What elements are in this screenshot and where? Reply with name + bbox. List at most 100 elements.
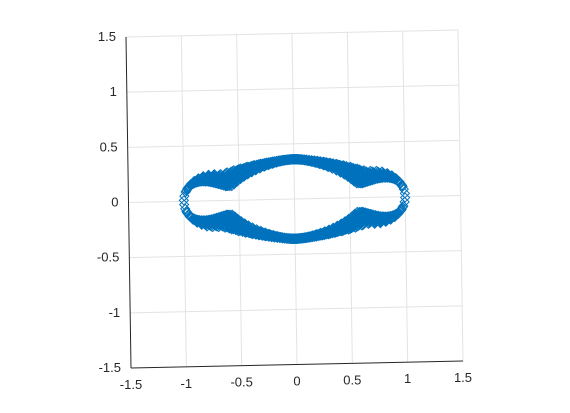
data-point	[375, 217, 386, 229]
data-point	[343, 161, 355, 173]
y-grid-line	[126, 84, 459, 93]
data-point	[250, 229, 262, 240]
data-point	[267, 156, 279, 167]
data-point	[248, 159, 260, 171]
data-point	[295, 233, 306, 244]
data-point	[182, 182, 193, 194]
data-point	[309, 155, 320, 166]
data-point	[390, 172, 402, 184]
data-point	[323, 229, 334, 240]
data-point	[228, 223, 239, 235]
data-point	[213, 221, 224, 233]
data-point	[181, 207, 193, 219]
data-point	[333, 226, 344, 237]
data-point	[240, 227, 251, 238]
y-tick-label: 0.5	[100, 139, 118, 154]
data-point	[291, 154, 303, 165]
data-point	[394, 176, 405, 187]
data-point	[356, 165, 367, 176]
data-point	[386, 170, 398, 181]
x-tick-labels: -1.5 -1 -0.5 0 0.5 1 1.5	[120, 370, 472, 392]
data-point	[385, 214, 396, 225]
y-tick-label: -1.5	[99, 360, 121, 375]
data-point	[221, 167, 233, 178]
data-point	[255, 158, 266, 169]
data-point	[283, 154, 294, 165]
frame-line	[125, 29, 459, 38]
data-point	[352, 164, 363, 176]
data-point	[301, 154, 312, 165]
data-point	[396, 204, 407, 216]
data-point	[327, 227, 338, 239]
data-point	[369, 218, 380, 229]
data-point	[362, 167, 374, 178]
data-point	[217, 221, 229, 232]
x-axis-line	[130, 360, 464, 369]
data-point	[203, 169, 214, 181]
data-points	[178, 154, 411, 244]
data-point	[234, 225, 246, 237]
data-point	[219, 222, 231, 233]
data-point	[241, 161, 253, 172]
data-point	[235, 163, 246, 174]
axes	[125, 36, 464, 369]
data-point	[193, 173, 204, 184]
data-point	[330, 159, 342, 170]
y-tick-label: 1	[110, 84, 117, 99]
frame-line	[457, 29, 464, 362]
data-point	[286, 233, 298, 244]
data-point	[331, 227, 343, 238]
data-point	[303, 154, 315, 166]
data-point	[253, 229, 264, 241]
data-point	[191, 217, 203, 228]
data-point	[300, 232, 311, 244]
x-tick-label: 0.5	[343, 372, 361, 387]
data-point	[393, 208, 404, 219]
data-point	[307, 231, 318, 243]
data-point	[399, 192, 411, 203]
data-point	[287, 154, 298, 165]
data-point	[178, 195, 190, 206]
data-point	[291, 233, 302, 244]
data-point	[226, 224, 237, 235]
data-point	[399, 196, 410, 208]
data-point	[244, 228, 255, 239]
data-point	[376, 166, 388, 177]
data-point	[325, 228, 336, 239]
data-point	[279, 233, 291, 244]
data-point	[246, 228, 258, 240]
data-point	[273, 155, 284, 166]
data-point	[180, 186, 191, 198]
data-point	[337, 160, 348, 171]
data-point	[296, 154, 307, 165]
data-point	[329, 159, 341, 170]
data-point	[306, 155, 317, 166]
data-point	[396, 179, 408, 191]
data-point	[314, 230, 326, 241]
data-point	[356, 220, 368, 231]
data-point	[381, 167, 393, 179]
data-point	[305, 232, 316, 243]
x-tick-label: 1.5	[454, 370, 472, 385]
y-tick-labels: 1.5 1 0.5 0 -0.5 -1 -1.5	[97, 29, 121, 375]
data-point	[341, 223, 352, 235]
y-tick-label: -1	[109, 305, 121, 320]
data-point	[257, 230, 268, 241]
data-point	[196, 219, 208, 231]
y-tick-label: 1.5	[98, 29, 116, 44]
data-point	[318, 229, 330, 241]
x-tick-label: -0.5	[230, 375, 252, 390]
data-point	[347, 162, 359, 174]
data-point	[320, 229, 332, 240]
data-point	[230, 224, 242, 236]
data-point	[237, 226, 248, 237]
y-tick-label: 0	[111, 195, 118, 210]
grid-lines	[125, 29, 464, 367]
data-point	[187, 214, 199, 226]
data-point	[398, 183, 409, 195]
data-point	[298, 154, 310, 165]
x-tick-label: -1	[181, 376, 193, 391]
data-point	[329, 227, 341, 239]
data-point	[312, 155, 323, 167]
